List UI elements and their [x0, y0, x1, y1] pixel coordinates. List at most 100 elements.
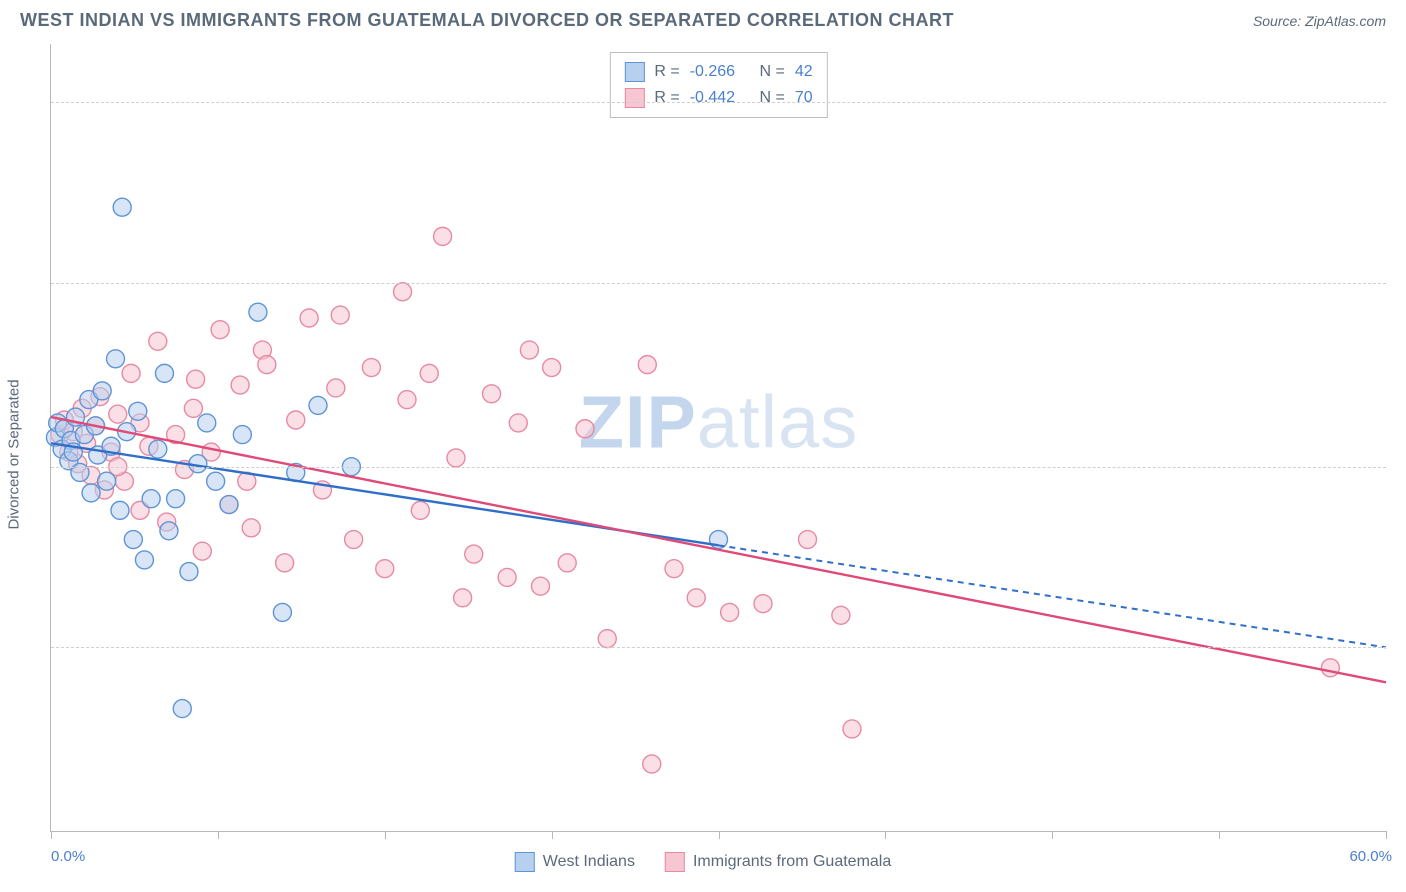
y-tick-label: 25.0% [1394, 94, 1406, 111]
x-tick [719, 831, 720, 839]
stats-row-1: R = -0.266 N = 42 [624, 59, 812, 85]
data-point [300, 309, 318, 327]
data-point [376, 560, 394, 578]
legend-label-1: West Indians [543, 853, 635, 871]
x-tick [385, 831, 386, 839]
n-label-1: N = [760, 59, 785, 85]
r-value-1: -0.266 [690, 59, 735, 85]
data-point [273, 603, 291, 621]
stats-legend-box: R = -0.266 N = 42 R = -0.442 N = 70 [609, 52, 827, 118]
data-point [576, 420, 594, 438]
data-point [1321, 659, 1339, 677]
scatter-svg [51, 44, 1386, 831]
bottom-legend: West Indians Immigrants from Guatemala [515, 852, 891, 872]
data-point [434, 227, 452, 245]
data-point [129, 402, 147, 420]
chart-header: WEST INDIAN VS IMMIGRANTS FROM GUATEMALA… [0, 0, 1406, 37]
x-tick [885, 831, 886, 839]
data-point [832, 606, 850, 624]
n-value-1: 42 [795, 59, 813, 85]
data-point [231, 376, 249, 394]
data-point [124, 531, 142, 549]
y-axis-label: Divorced or Separated [6, 379, 23, 529]
gridline [51, 283, 1386, 284]
source-name: ZipAtlas.com [1305, 13, 1386, 29]
gridline [51, 467, 1386, 468]
n-label-2: N = [760, 85, 785, 111]
data-point [287, 411, 305, 429]
data-point [520, 341, 538, 359]
data-point [149, 332, 167, 350]
data-point [532, 577, 550, 595]
data-point [394, 283, 412, 301]
data-point [483, 385, 501, 403]
r-label-2: R = [654, 85, 679, 111]
x-tick [1052, 831, 1053, 839]
data-point [107, 350, 125, 368]
x-tick [552, 831, 553, 839]
regression-line-dashed [719, 545, 1387, 647]
data-point [465, 545, 483, 563]
data-point [509, 414, 527, 432]
swatch-series-2 [624, 88, 644, 108]
data-point [111, 501, 129, 519]
legend-swatch-1 [515, 852, 535, 872]
data-point [643, 755, 661, 773]
data-point [187, 370, 205, 388]
x-tick [51, 831, 52, 839]
data-point [211, 321, 229, 339]
data-point [180, 563, 198, 581]
data-point [142, 490, 160, 508]
data-point [82, 484, 100, 502]
stats-row-2: R = -0.442 N = 70 [624, 85, 812, 111]
data-point [93, 382, 111, 400]
data-point [721, 603, 739, 621]
x-axis-min-label: 0.0% [51, 848, 85, 865]
data-point [249, 303, 267, 321]
data-point [160, 522, 178, 540]
data-point [398, 391, 416, 409]
data-point [331, 306, 349, 324]
chart-title: WEST INDIAN VS IMMIGRANTS FROM GUATEMALA… [20, 10, 954, 31]
n-value-2: 70 [795, 85, 813, 111]
data-point [242, 519, 260, 537]
data-point [638, 356, 656, 374]
data-point [843, 720, 861, 738]
data-point [149, 440, 167, 458]
data-point [98, 472, 116, 490]
x-tick [1219, 831, 1220, 839]
data-point [155, 364, 173, 382]
legend-item-2: Immigrants from Guatemala [665, 852, 891, 872]
gridline [51, 102, 1386, 103]
data-point [167, 490, 185, 508]
data-point [420, 364, 438, 382]
data-point [598, 630, 616, 648]
data-point [327, 379, 345, 397]
swatch-series-1 [624, 62, 644, 82]
legend-item-1: West Indians [515, 852, 635, 872]
data-point [687, 589, 705, 607]
legend-swatch-2 [665, 852, 685, 872]
legend-label-2: Immigrants from Guatemala [693, 853, 891, 871]
x-axis-max-label: 60.0% [1349, 848, 1392, 865]
chart-plot-area: ZIPatlas R = -0.266 N = 42 R = -0.442 N … [50, 44, 1386, 832]
data-point [173, 700, 191, 718]
data-point [543, 359, 561, 377]
data-point [233, 426, 251, 444]
data-point [558, 554, 576, 572]
data-point [309, 396, 327, 414]
data-point [411, 501, 429, 519]
data-point [498, 568, 516, 586]
regression-line [51, 417, 1386, 682]
data-point [122, 364, 140, 382]
data-point [109, 405, 127, 423]
data-point [113, 198, 131, 216]
source-prefix: Source: [1253, 13, 1305, 29]
y-tick-label: 6.3% [1394, 639, 1406, 656]
data-point [135, 551, 153, 569]
y-tick-label: 12.5% [1394, 458, 1406, 475]
data-point [345, 531, 363, 549]
data-point [220, 496, 238, 514]
data-point [198, 414, 216, 432]
data-point [184, 399, 202, 417]
